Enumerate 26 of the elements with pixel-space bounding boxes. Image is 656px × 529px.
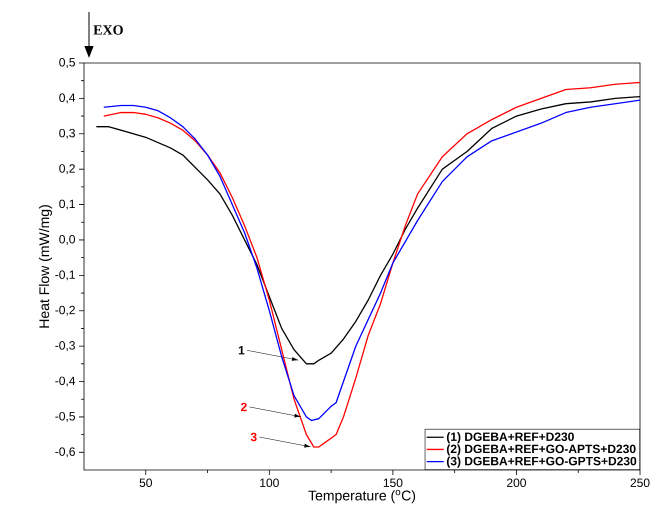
y-tick-label: 0,0 <box>59 235 76 245</box>
y-tick-label: -0,1 <box>55 270 75 280</box>
legend-label: (1) DGEBA+REF+D230 <box>446 432 574 444</box>
x-tick-label: 150 <box>384 478 402 488</box>
annotation: 2 <box>240 402 247 412</box>
y-tick-label: 0,4 <box>59 93 76 104</box>
y-tick-label: 0,5 <box>59 58 75 68</box>
text: EXO <box>93 25 123 35</box>
x-tick-label: 200 <box>507 478 526 488</box>
x-tick-label: 100 <box>260 478 279 488</box>
y-tick-label: 0,3 <box>59 128 75 139</box>
x-axis-title: Temperature ($^{o}$C) <box>308 490 416 504</box>
y-tick-label: 0,1 <box>59 200 75 210</box>
annotation: 3 <box>250 432 257 442</box>
y-axis-title: Heat Flow (mW/mg) <box>38 205 52 328</box>
x-tick-label: 250 <box>630 478 650 488</box>
y-tick-label: -0,2 <box>55 306 75 316</box>
y-tick-label: -0,5 <box>55 412 75 422</box>
legend-label: (2) DGEBA+REF+GO-APTS+D230 <box>446 444 636 456</box>
y-tick-label: -0,6 <box>55 447 75 458</box>
annotation: 1 <box>238 346 244 354</box>
x-tick-label: 50 <box>140 478 152 488</box>
y-tick-label: 0,2 <box>59 164 75 174</box>
legend-label: (3) DGEBA+REF+GO-GPTS+D230 <box>446 456 636 468</box>
y-tick-label: -0,4 <box>55 376 76 386</box>
y-tick-label: -0,3 <box>55 341 75 352</box>
